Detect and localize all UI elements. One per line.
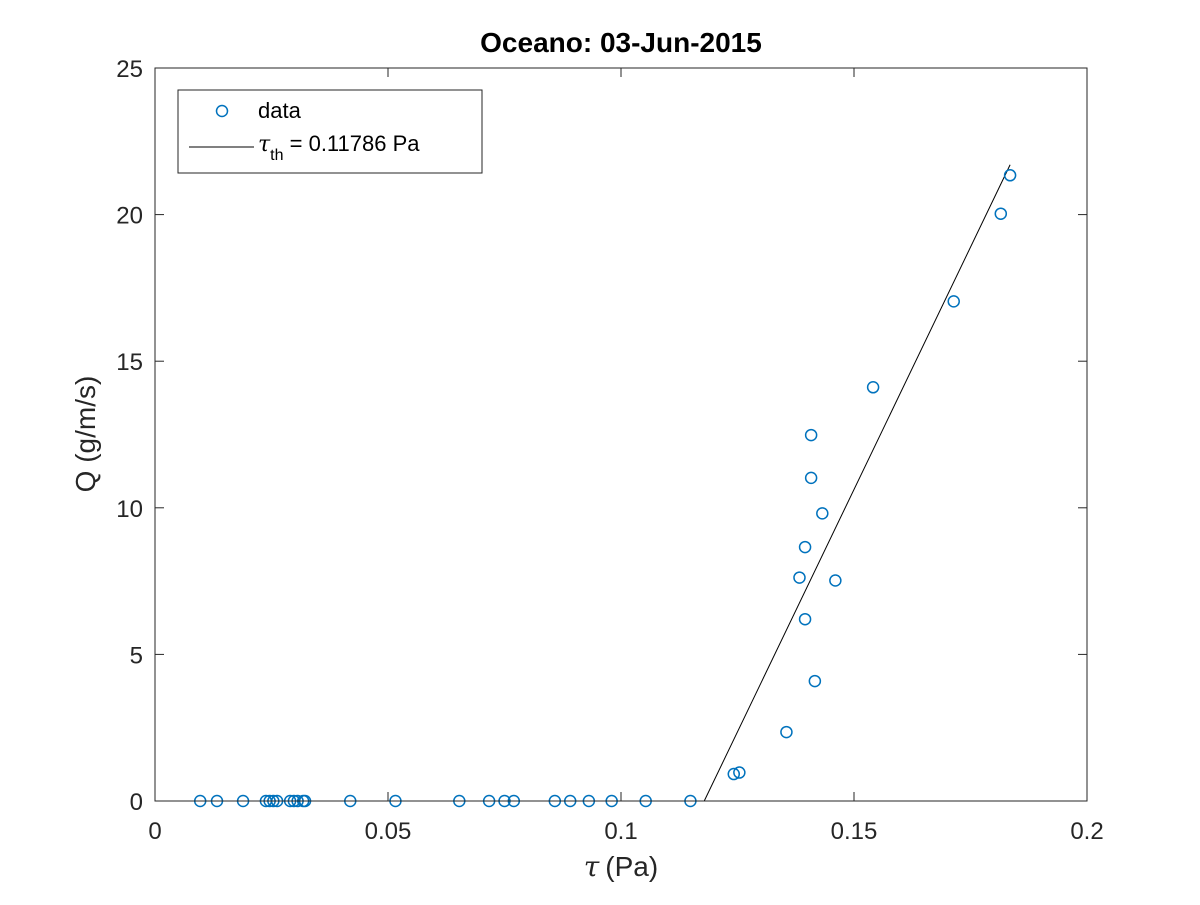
x-axis-unit: (Pa): [605, 851, 658, 882]
x-tick-label: 0.2: [1070, 818, 1103, 845]
data-point: [727, 767, 741, 781]
threshold-fit-line: [703, 164, 1011, 802]
data-point: [804, 428, 818, 442]
data-point: [804, 471, 818, 485]
legend-fit-rest: = 0.11786 Pa: [284, 131, 421, 156]
legend-label-fit: τth = 0.11786 Pa: [258, 131, 420, 164]
chart-title: Oceano: 03-Jun-2015: [480, 27, 762, 58]
data-point: [829, 574, 842, 587]
plot-box: [154, 67, 1088, 802]
y-tick-label: 0: [130, 789, 143, 816]
x-tick-label: 0.1: [604, 818, 637, 845]
y-tick-label: 15: [116, 349, 143, 376]
fit-line-layer: [703, 164, 1011, 802]
legend-fit-subscript: th: [270, 147, 283, 164]
data-point: [816, 507, 829, 520]
x-tick-label: 0: [148, 818, 161, 845]
legend-marker-data: [215, 104, 229, 118]
data-point: [733, 766, 746, 779]
legend-label-data: data: [258, 98, 302, 123]
data-point: [780, 725, 793, 739]
legend-fit-symbol: τ: [258, 132, 271, 157]
x-tick-label: 0.05: [365, 818, 412, 845]
x-tick-label: 0.15: [831, 818, 878, 845]
data-point: [808, 674, 822, 688]
data-point: [1003, 169, 1017, 182]
x-axis-label: τ (Pa): [584, 850, 658, 883]
plot-area: [155, 68, 1087, 801]
legend: data τth = 0.11786 Pa: [177, 89, 483, 174]
y-tick-label: 20: [116, 203, 143, 230]
data-point: [798, 540, 812, 554]
data-point: [793, 571, 806, 584]
data-point: [798, 612, 812, 626]
y-tick-label: 5: [130, 642, 143, 669]
x-axis-symbol: τ: [584, 850, 600, 883]
ticks-layer: 0 0.05 0.1 0.15 0.2 0 5 10 15 20 25: [116, 56, 1103, 845]
y-axis-label: Q (g/m/s): [70, 376, 101, 493]
y-tick-label: 10: [116, 496, 143, 523]
data-point: [994, 207, 1008, 220]
data-point: [866, 381, 880, 394]
y-tick-label: 25: [116, 56, 143, 83]
data-point: [947, 295, 960, 308]
legend-box: [177, 89, 483, 174]
